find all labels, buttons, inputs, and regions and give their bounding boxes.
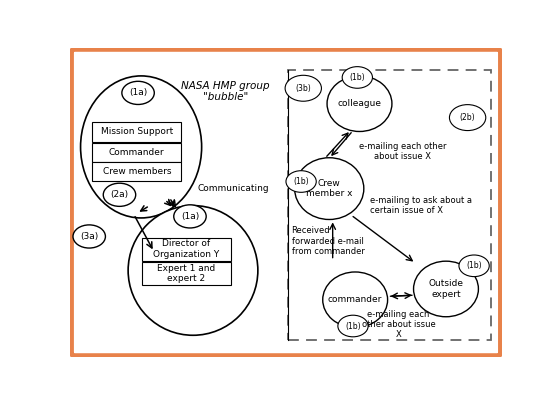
Text: e-mailing each other
about issue X: e-mailing each other about issue X <box>359 142 446 161</box>
Ellipse shape <box>459 255 489 277</box>
Ellipse shape <box>295 158 364 219</box>
Text: Expert 1 and
expert 2: Expert 1 and expert 2 <box>157 263 215 283</box>
Ellipse shape <box>73 225 105 248</box>
Ellipse shape <box>342 67 373 88</box>
Ellipse shape <box>80 76 201 218</box>
Text: (3b): (3b) <box>295 84 311 93</box>
Text: (3a): (3a) <box>80 232 98 241</box>
FancyBboxPatch shape <box>92 162 181 181</box>
Text: Mission Support: Mission Support <box>100 127 173 136</box>
Text: commander: commander <box>328 295 382 304</box>
Bar <box>288 70 492 340</box>
Ellipse shape <box>449 105 486 131</box>
Ellipse shape <box>413 261 478 317</box>
Ellipse shape <box>103 183 136 207</box>
FancyBboxPatch shape <box>142 238 231 261</box>
Ellipse shape <box>323 272 388 328</box>
Text: Director of
Organization Y: Director of Organization Y <box>153 239 220 259</box>
Text: Received
forwarded e-mail
from commander: Received forwarded e-mail from commander <box>292 226 364 256</box>
Text: e-mailing to ask about a
certain issue of X: e-mailing to ask about a certain issue o… <box>371 196 472 215</box>
Text: colleague: colleague <box>338 99 382 108</box>
Text: Crew members: Crew members <box>103 167 171 176</box>
Text: (1b): (1b) <box>345 322 361 330</box>
Ellipse shape <box>338 315 368 337</box>
Text: (1b): (1b) <box>349 73 365 82</box>
Text: (1b): (1b) <box>466 261 482 270</box>
Ellipse shape <box>128 206 258 335</box>
Text: (2a): (2a) <box>110 190 128 199</box>
Text: Communicating: Communicating <box>198 184 269 193</box>
Ellipse shape <box>327 76 392 132</box>
Ellipse shape <box>174 205 206 228</box>
FancyBboxPatch shape <box>142 262 231 285</box>
Text: Commander: Commander <box>109 148 165 157</box>
Ellipse shape <box>122 81 155 105</box>
Text: e-mailing each
other about issue
X: e-mailing each other about issue X <box>362 310 435 339</box>
FancyBboxPatch shape <box>92 143 181 162</box>
Ellipse shape <box>285 75 321 101</box>
FancyBboxPatch shape <box>92 122 181 142</box>
FancyBboxPatch shape <box>71 49 501 356</box>
Text: Crew
member x: Crew member x <box>306 179 353 198</box>
Text: NASA HMP group
"bubble": NASA HMP group "bubble" <box>181 81 270 102</box>
Ellipse shape <box>286 171 316 192</box>
Text: (2b): (2b) <box>460 113 475 122</box>
Text: Outside
expert: Outside expert <box>429 279 464 299</box>
Text: (1a): (1a) <box>129 88 147 97</box>
Text: (1a): (1a) <box>181 212 199 221</box>
Text: (1b): (1b) <box>294 177 309 186</box>
